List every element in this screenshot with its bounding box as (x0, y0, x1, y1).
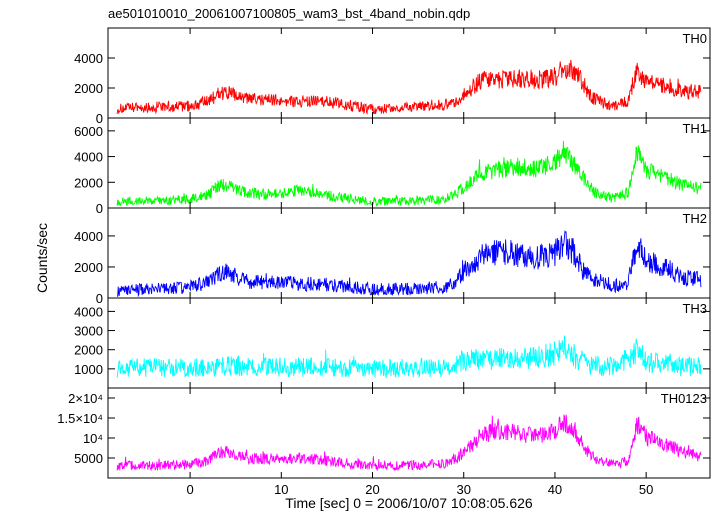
y-tick-label: 4000 (74, 229, 103, 244)
series-line-th0123 (116, 413, 702, 472)
panel-th2: 0 2000 4000 TH2 (74, 207, 711, 306)
y-tick-label: 1.5×10⁴ (57, 411, 103, 426)
y-tick-label: 2000 (74, 343, 103, 358)
y-tick-label: 5000 (74, 451, 103, 466)
panel-label: TH1 (682, 121, 707, 136)
y-tick-label: 2000 (74, 175, 103, 190)
y-tick-label: 2000 (74, 260, 103, 275)
x-axis-label: Time [sec] 0 = 2006/10/07 10:08:05.626 (285, 495, 533, 511)
y-tick-label: 4000 (74, 51, 103, 66)
series-line-th1 (116, 140, 702, 207)
chart-title: ae501010010_20061007100805_wam3_bst_4ban… (108, 6, 470, 21)
panel-frame (107, 387, 711, 479)
y-tick-label: 0 (96, 291, 103, 306)
x-tick-label: 0 (186, 482, 193, 497)
x-tick-label: 10 (274, 482, 288, 497)
panel-label: TH3 (682, 301, 707, 316)
y-axis-label: Counts/sec (34, 223, 50, 293)
panel-th3: 1000 2000 3000 4000 TH3 (74, 297, 711, 389)
panel-th0123: 5000 10⁴ 1.5×10⁴ 2×10⁴ TH0123 (57, 387, 711, 479)
y-tick-label: 0 (96, 201, 103, 216)
panel-label: TH2 (682, 211, 707, 226)
y-tick-label: 10⁴ (83, 431, 103, 446)
y-tick-label: 4000 (74, 304, 103, 319)
x-tick-label: 30 (456, 482, 470, 497)
x-tick-label: 50 (639, 482, 653, 497)
x-tick-label: 40 (548, 482, 562, 497)
panel-label: TH0123 (661, 391, 707, 406)
y-tick-label: 2000 (74, 81, 103, 96)
y-tick-label: 0 (96, 111, 103, 126)
y-tick-label: 1000 (74, 362, 103, 377)
series-line-th0 (116, 59, 702, 115)
y-tick-label: 4000 (74, 150, 103, 165)
y-tick-label: 3000 (74, 324, 103, 339)
panel-th1: 0 2000 4000 6000 TH1 (74, 117, 711, 216)
panel-th0: 0 2000 4000 TH0 (74, 27, 711, 126)
panel-label: TH0 (682, 31, 707, 46)
series-line-th3 (116, 335, 702, 379)
y-tick-label: 6000 (74, 124, 103, 139)
y-tick-label: 2×10⁴ (68, 391, 103, 406)
x-tick-label: 20 (365, 482, 379, 497)
panels-group: 0 2000 4000 TH0 0 2000 4000 6000 TH1 0 2000 4000 TH2… (57, 27, 711, 497)
series-line-th2 (117, 230, 702, 298)
